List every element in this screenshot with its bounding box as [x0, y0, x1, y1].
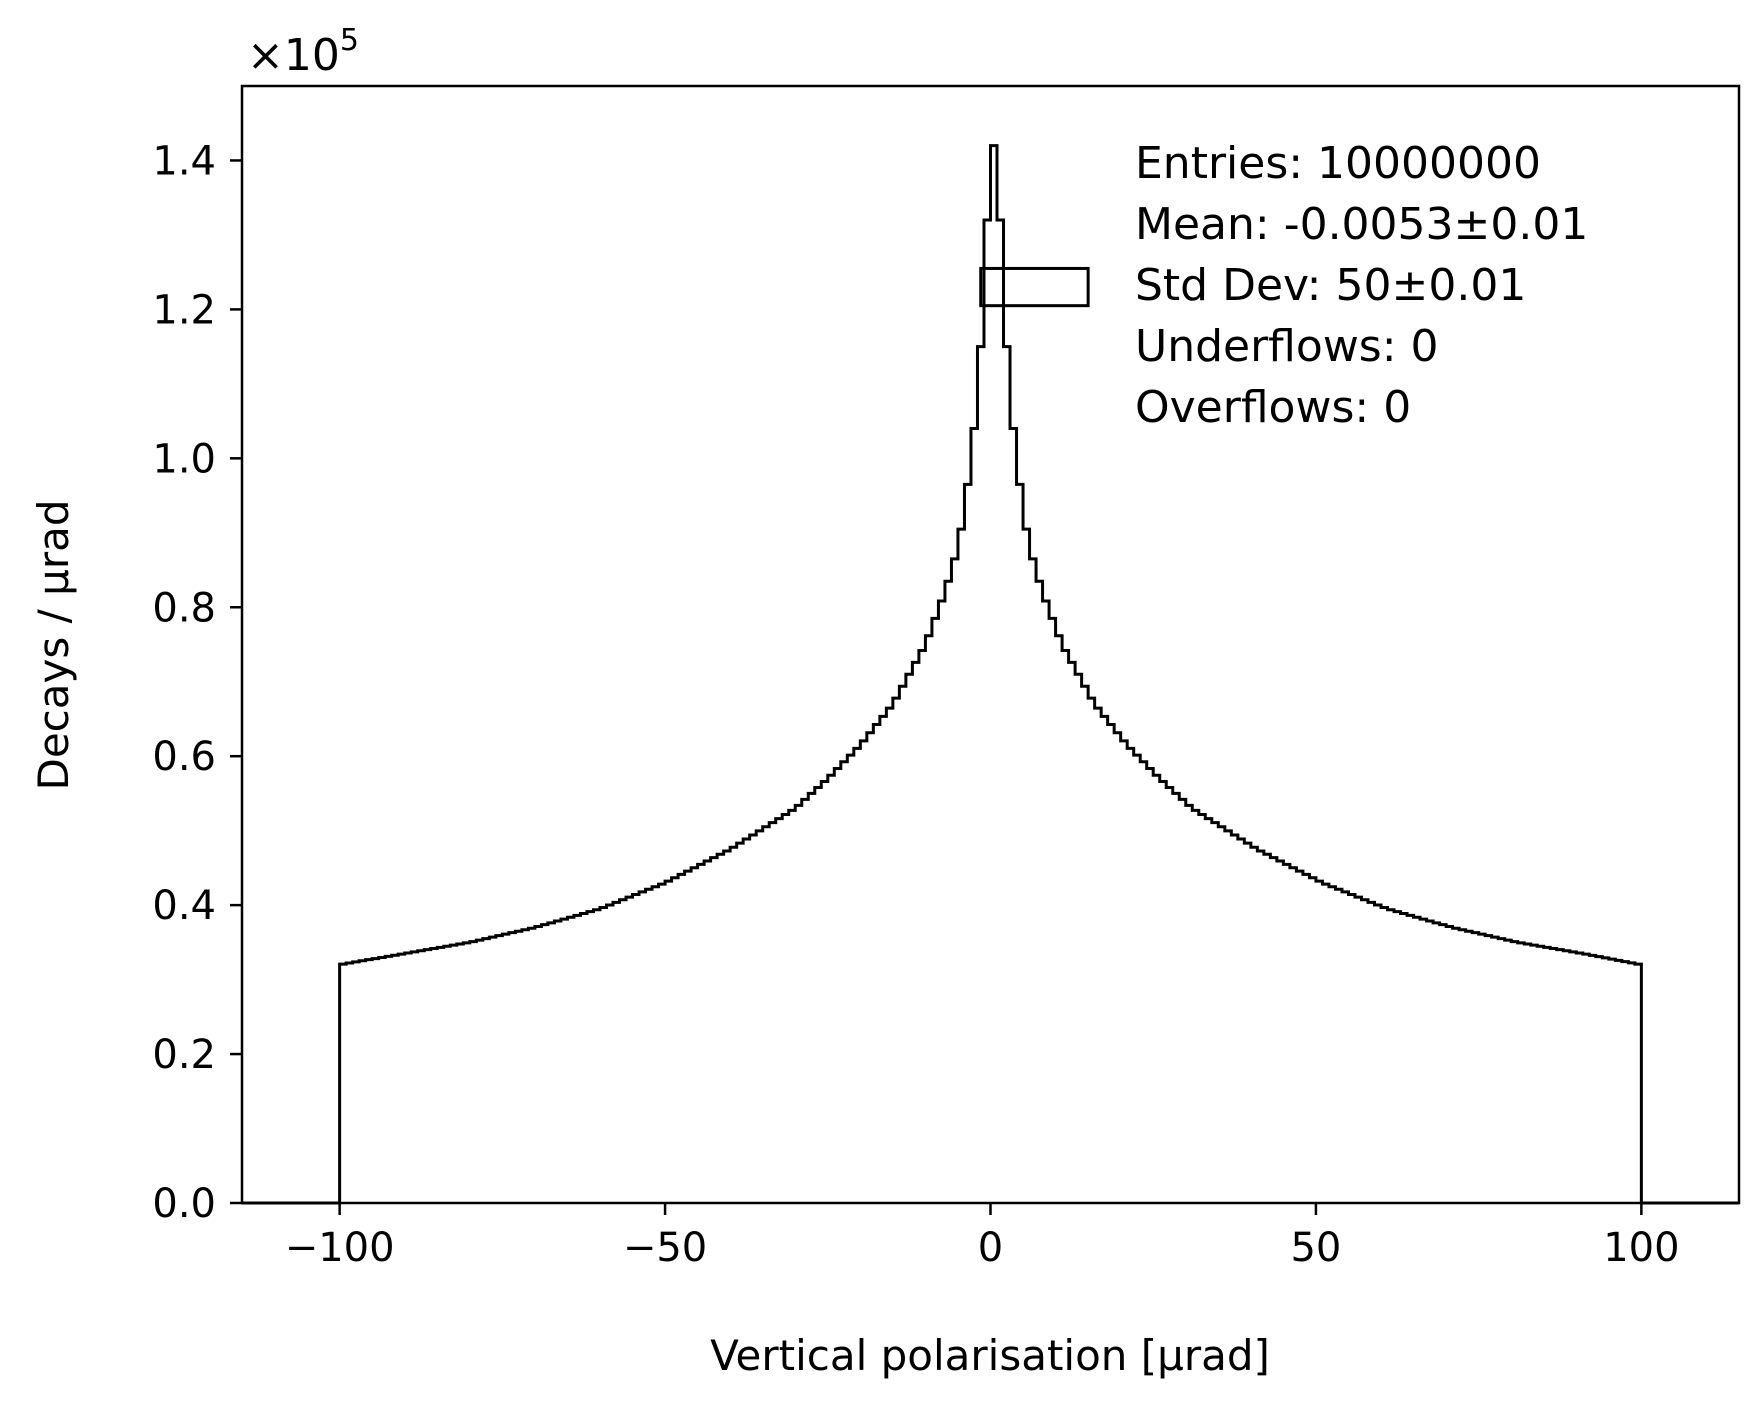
- y-tick-label: 0.6: [152, 734, 216, 780]
- stats-line: Overflows: 0: [1135, 382, 1411, 433]
- y-tick-label: 0.0: [152, 1181, 216, 1227]
- y-tick-label: 1.2: [152, 287, 216, 333]
- stats-line: Std Dev: 50±0.01: [1135, 260, 1526, 311]
- x-tick-label: −100: [285, 1225, 395, 1271]
- stats-box: Entries: 10000000 Mean: -0.0053±0.01 Std D…: [1135, 138, 1588, 433]
- legend-box-marker: [979, 266, 1090, 308]
- y-axis-ticks: 0.0 0.2 0.4 0.6 0.8 1.0 1.2 1.4: [152, 138, 242, 1227]
- x-tick-label: −50: [623, 1225, 707, 1271]
- histogram-step-line: [242, 144, 1739, 1205]
- y-tick-label: 0.8: [152, 585, 216, 631]
- y-tick-label: 0.4: [152, 883, 216, 929]
- stats-line: Underflows: 0: [1135, 321, 1439, 372]
- stats-line: Mean: -0.0053±0.01: [1135, 199, 1588, 250]
- y-tick-label: 1.4: [152, 138, 216, 184]
- y-tick-label: 1.0: [152, 436, 216, 482]
- x-tick-label: 50: [1290, 1225, 1341, 1271]
- x-tick-label: 100: [1603, 1225, 1679, 1271]
- plot-area: [242, 144, 1739, 1205]
- y-axis-label: Decays / μrad: [29, 500, 78, 791]
- y-tick-label: 0.2: [152, 1032, 216, 1078]
- axes-frame: [240, 84, 1741, 1205]
- x-axis-ticks: −100 −50 0 50 100: [285, 1203, 1680, 1271]
- stats-line: Entries: 10000000: [1135, 138, 1541, 189]
- x-axis-label: Vertical polarisation [μrad]: [710, 1331, 1270, 1380]
- x-tick-label: 0: [978, 1225, 1003, 1271]
- y-multiplier: ×105: [247, 23, 359, 81]
